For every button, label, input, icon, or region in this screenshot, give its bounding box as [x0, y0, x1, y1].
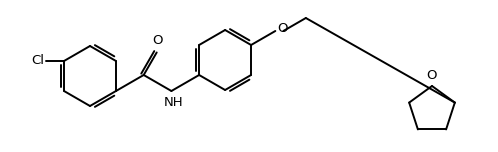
Text: O: O [277, 21, 288, 35]
Text: O: O [152, 35, 163, 47]
Text: NH: NH [164, 96, 183, 109]
Text: Cl: Cl [31, 55, 44, 67]
Text: O: O [427, 69, 437, 82]
